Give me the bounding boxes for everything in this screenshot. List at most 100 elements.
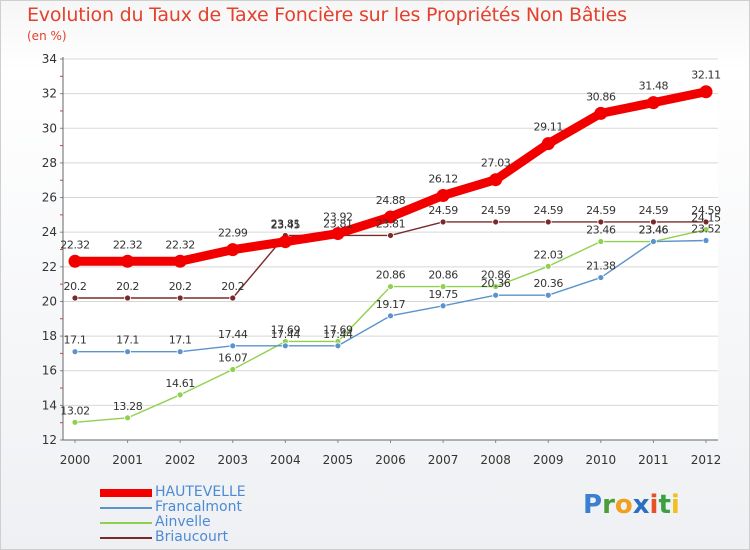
data-label: 23.81 [376, 217, 406, 230]
data-point [124, 348, 131, 356]
data-point [387, 232, 394, 239]
data-point [226, 243, 240, 257]
data-label: 20.86 [428, 269, 458, 282]
data-label: 17.69 [271, 323, 301, 336]
data-point [699, 85, 713, 99]
x-tick-label: 2001 [112, 453, 143, 467]
y-tick-label: 22 [42, 260, 57, 274]
data-label: 27.03 [481, 157, 511, 170]
y-tick-label: 12 [42, 433, 57, 447]
data-label: 23.46 [639, 224, 669, 237]
data-label: 20.36 [481, 277, 511, 290]
data-point [387, 312, 394, 320]
data-point [124, 294, 131, 302]
data-label: 17.44 [323, 328, 353, 341]
y-tick-label: 20 [42, 294, 57, 308]
data-point [594, 106, 608, 120]
data-label: 24.59 [691, 204, 721, 217]
data-label: 23.45 [271, 219, 301, 232]
y-axis-unit-label: (en %) [27, 29, 67, 43]
data-label: 20.36 [534, 277, 564, 290]
data-point [173, 254, 187, 268]
data-label: 21.38 [586, 260, 616, 273]
x-tick-label: 2011 [638, 453, 669, 467]
data-point [492, 291, 500, 299]
legend-swatch [100, 537, 152, 539]
data-point [68, 254, 82, 268]
data-label: 20.2 [221, 280, 244, 293]
data-label: 19.17 [376, 298, 406, 311]
legend-label: Francalmont [155, 499, 242, 515]
data-label: 23.46 [586, 224, 616, 237]
data-label: 17.1 [64, 334, 87, 347]
y-tick-label: 24 [42, 225, 57, 239]
legend-swatch [100, 522, 152, 524]
x-tick-label: 2006 [375, 453, 406, 467]
logo-letter: P [583, 490, 603, 520]
proxiti-logo: Proxiti [583, 490, 680, 520]
y-tick-label: 18 [42, 329, 57, 343]
data-label: 24.88 [376, 194, 406, 207]
data-point [229, 366, 237, 373]
x-tick-label: 2002 [165, 453, 196, 467]
data-label: 23.81 [271, 217, 301, 230]
data-label: 17.44 [218, 328, 248, 341]
legend-swatch [100, 507, 152, 509]
data-label: 19.75 [428, 288, 458, 301]
data-label: 17.1 [169, 334, 192, 347]
data-label: 22.32 [165, 238, 195, 251]
data-label: 30.86 [586, 90, 616, 103]
y-tick-label: 30 [42, 121, 57, 135]
x-tick-label: 2004 [270, 453, 301, 467]
data-label: 23.92 [323, 211, 353, 224]
logo-letter: i [670, 490, 680, 520]
data-label: 17.1 [116, 334, 139, 347]
logo-letter: i [649, 490, 659, 520]
data-point [331, 227, 345, 241]
data-point [278, 235, 292, 249]
data-point [121, 254, 135, 268]
data-label: 13.28 [113, 400, 143, 413]
logo-letter: r [602, 490, 615, 520]
legend-label: HAUTEVELLE [155, 484, 246, 500]
y-tick-label: 28 [42, 156, 57, 170]
data-label: 24.59 [481, 204, 511, 217]
plot-area [63, 59, 718, 440]
x-tick-label: 2003 [217, 453, 248, 467]
data-point [702, 226, 710, 233]
data-label: 17.44 [271, 328, 301, 341]
data-label: 22.99 [218, 227, 248, 240]
data-point [439, 302, 447, 310]
data-point [281, 342, 289, 350]
data-point [384, 210, 397, 224]
data-label: 24.59 [586, 204, 616, 217]
data-point [492, 283, 500, 290]
data-label: 24.59 [639, 204, 669, 217]
data-point [176, 391, 184, 399]
x-tick-label: 2010 [586, 453, 617, 467]
data-point [702, 218, 710, 226]
data-label: 17.69 [323, 323, 353, 336]
data-point [71, 294, 79, 302]
data-label: 29.11 [534, 121, 564, 134]
data-point [124, 414, 131, 422]
data-point [436, 188, 450, 202]
data-label: 22.32 [60, 238, 90, 251]
data-point [702, 237, 710, 244]
x-tick-label: 2000 [60, 453, 91, 467]
legend-label: Briaucourt [155, 529, 229, 545]
data-point [541, 137, 555, 151]
data-point [544, 291, 552, 299]
x-tick-label: 2009 [533, 453, 564, 467]
data-label: 23.81 [323, 217, 353, 230]
data-point [544, 262, 552, 270]
chart-title: Evolution du Taux de Taxe Foncière sur l… [27, 4, 627, 26]
data-point [71, 418, 79, 426]
y-tick-label: 26 [42, 191, 57, 205]
data-point [597, 238, 605, 245]
data-label: 22.03 [534, 248, 564, 261]
data-label: 20.2 [169, 280, 192, 293]
data-label: 20.86 [481, 269, 511, 282]
legend-swatch [100, 489, 152, 497]
data-point [387, 283, 394, 290]
